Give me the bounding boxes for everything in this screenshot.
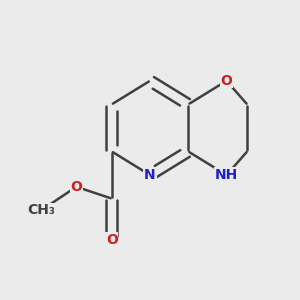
Text: O: O (70, 180, 82, 194)
Text: N: N (144, 168, 156, 182)
Text: O: O (220, 74, 232, 88)
Text: NH: NH (215, 168, 238, 182)
Text: O: O (106, 233, 118, 247)
Text: CH₃: CH₃ (27, 203, 55, 218)
